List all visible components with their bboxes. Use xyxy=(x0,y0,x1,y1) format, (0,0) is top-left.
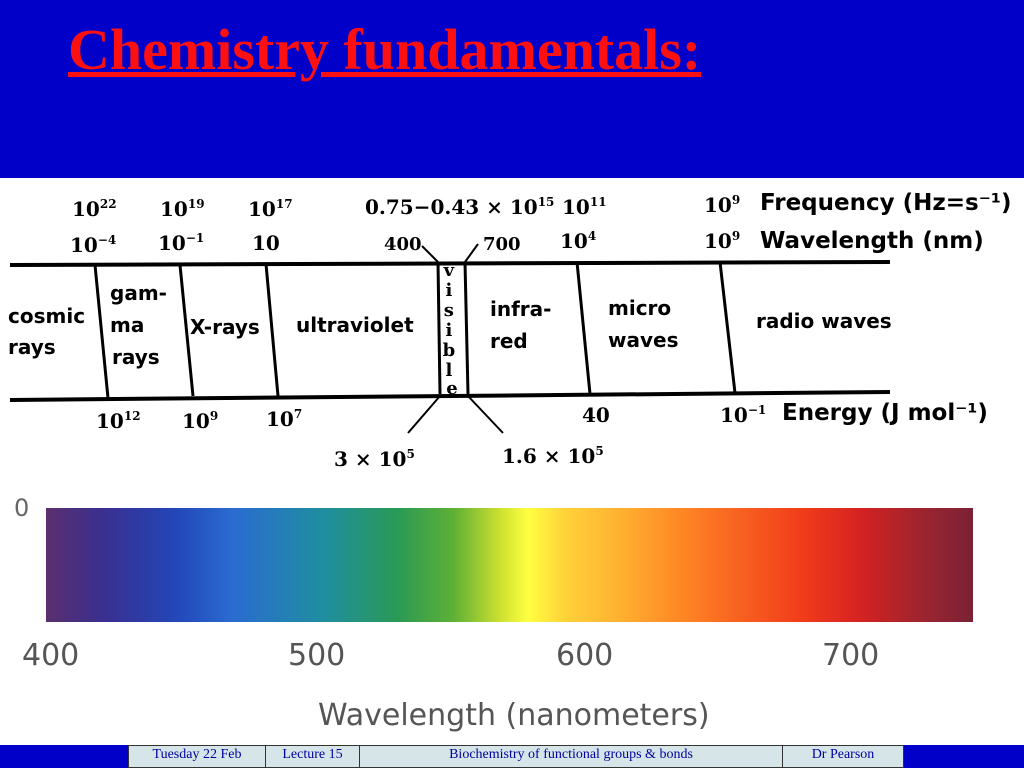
freq-tick-1: 1022 xyxy=(72,197,117,221)
region-visible: v i s i b l e xyxy=(443,260,462,399)
wl-tick-1: 10−4 xyxy=(70,233,116,257)
band-top-line xyxy=(9,260,891,267)
region-cosmic: cosmic rays xyxy=(8,304,92,359)
energy-tick-3: 107 xyxy=(266,407,302,431)
slide-title: Chemistry fundamentals: xyxy=(68,17,702,82)
slide-footer: Tuesday 22 Feb Lecture 15 Biochemistry o… xyxy=(0,745,1024,768)
visible-spectrum-bar xyxy=(46,508,973,622)
freq-tick-2: 1019 xyxy=(160,197,205,221)
frequency-axis-label: Frequency (Hz=s⁻¹) xyxy=(760,190,1011,216)
band-bottom-line xyxy=(9,390,891,402)
energy-tick-2: 109 xyxy=(182,409,218,433)
freq-tick-5: 109 xyxy=(704,193,740,217)
wl-tick-3: 10 xyxy=(252,231,280,255)
visible-pointer-bottom-left xyxy=(407,395,441,434)
divider-6 xyxy=(575,261,592,395)
edge-label: 0 xyxy=(14,494,30,522)
visible-pointer-top-left xyxy=(421,245,439,263)
spectrum-tick-500: 500 xyxy=(288,638,346,673)
footer-lecture: Lecture 15 xyxy=(265,745,360,768)
freq-tick-4: 1011 xyxy=(562,195,607,219)
divider-7 xyxy=(718,261,737,394)
energy-tick-4: 40 xyxy=(582,403,610,427)
region-ultraviolet: ultraviolet xyxy=(296,313,414,337)
visible-pointer-top-right xyxy=(464,243,479,263)
wl-tick-2: 10−1 xyxy=(158,231,204,255)
em-spectrum-diagram: 1022 1019 1017 0.75−0.43 × 1015 1011 109… xyxy=(0,178,1024,500)
visible-energy-left: 3 × 105 xyxy=(334,447,415,471)
divider-1 xyxy=(93,264,110,399)
divider-4 xyxy=(436,261,442,395)
footer-date: Tuesday 22 Feb xyxy=(128,745,266,768)
freq-tick-3: 1017 xyxy=(248,197,293,221)
energy-tick-5: 10−1 xyxy=(720,403,766,427)
region-infrared: infra- red xyxy=(490,297,558,353)
region-microwaves: micro waves xyxy=(608,296,678,352)
divider-2 xyxy=(178,264,195,397)
divider-3 xyxy=(264,263,280,397)
footer-topic: Biochemistry of functional groups & bond… xyxy=(359,745,783,768)
visible-spectrum-panel: 0 400 500 600 700 Wavelength (nanometers… xyxy=(0,494,1024,745)
footer-author: Dr Pearson xyxy=(782,745,904,768)
spectrum-tick-400: 400 xyxy=(22,638,80,673)
spectrum-tick-700: 700 xyxy=(822,638,880,673)
spectrum-axis-label: Wavelength (nanometers) xyxy=(318,698,710,733)
energy-axis-label: Energy (J mol⁻¹) xyxy=(782,400,988,426)
divider-5 xyxy=(463,261,470,395)
energy-tick-1: 1012 xyxy=(96,409,141,433)
wl-tick-6: 104 xyxy=(560,229,596,253)
visible-pointer-bottom-right xyxy=(467,395,504,434)
region-gamma: gam- ma rays xyxy=(110,281,174,369)
wl-tick-7: 109 xyxy=(704,229,740,253)
region-radio: radio waves xyxy=(756,309,892,333)
em-spectrum-svg: 1022 1019 1017 0.75−0.43 × 1015 1011 109… xyxy=(8,190,1011,471)
wl-tick-700: 700 xyxy=(483,234,521,255)
freq-visible-range: 0.75−0.43 × 1015 xyxy=(365,195,554,219)
wl-tick-400: 400 xyxy=(384,234,422,255)
region-xrays: X-rays xyxy=(190,315,260,339)
spectrum-tick-600: 600 xyxy=(556,638,614,673)
visible-energy-right: 1.6 × 105 xyxy=(502,444,604,468)
wavelength-axis-label: Wavelength (nm) xyxy=(760,228,984,254)
